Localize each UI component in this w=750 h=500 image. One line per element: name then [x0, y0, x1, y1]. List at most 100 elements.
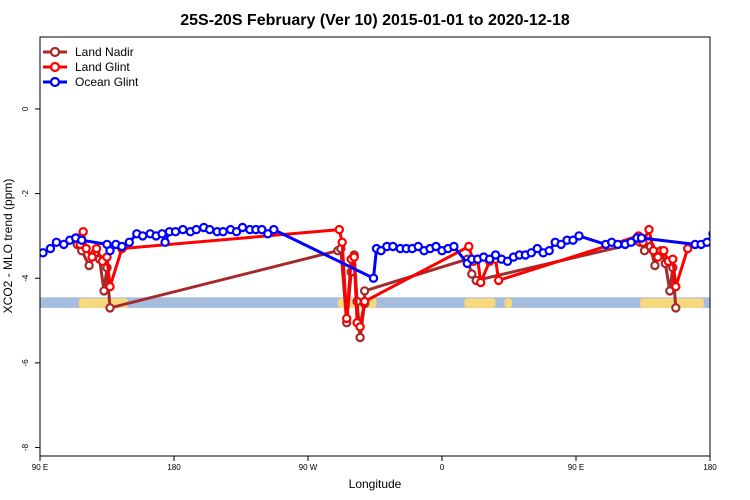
data-point-ocean-glint: [191, 224, 201, 235]
data-point-land-nadir: [650, 260, 660, 271]
data-point-ocean-glint: [157, 229, 167, 239]
data-point-land-nadir: [639, 245, 650, 256]
x-axis: 90 E 180 90 W 0 90 E 180: [32, 456, 717, 472]
data-point-land-nadir: [467, 269, 477, 279]
data-point-ocean-glint: [124, 237, 135, 247]
data-point-ocean-glint: [636, 233, 647, 243]
legend-label: Land Nadir: [75, 45, 134, 59]
data-point-land-glint: [659, 245, 669, 256]
land-band-segment: [640, 298, 705, 308]
data-point-ocean-glint: [502, 256, 513, 266]
data-point-ocean-glint: [45, 243, 56, 254]
y-tick-label: 0: [21, 106, 30, 111]
data-point-ocean-glint: [105, 245, 115, 256]
data-point-ocean-glint: [388, 241, 398, 252]
data-point-ocean-glint: [218, 226, 228, 237]
data-point-ocean-glint: [137, 231, 148, 241]
data-point-ocean-glint: [160, 237, 170, 247]
legend-item-ocean-glint: Ocean Glint: [43, 75, 139, 89]
y-tick-label: -8: [21, 443, 30, 451]
data-point-ocean-glint: [76, 235, 87, 245]
legend-label: Land Glint: [75, 60, 130, 74]
x-tick-label: 90 E: [568, 463, 584, 472]
land-band-segment: [504, 298, 512, 308]
legend-marker: [49, 61, 61, 73]
series-layer: [40, 222, 710, 343]
data-point-ocean-glint: [413, 241, 423, 252]
legend-label: Ocean Glint: [75, 75, 139, 89]
data-point-land-glint: [105, 282, 115, 292]
data-point-land-glint: [493, 275, 504, 286]
data-point-land-glint: [342, 313, 352, 324]
series-land-glint: [72, 224, 693, 332]
data-point-land-nadir: [665, 286, 675, 296]
plot-area: [40, 222, 710, 343]
y-tick-label: -6: [21, 359, 30, 367]
data-point-ocean-glint: [574, 231, 584, 241]
x-axis-label: Longitude: [349, 477, 402, 491]
legend-item-land-glint: Land Glint: [43, 60, 130, 74]
data-point-ocean-glint: [449, 241, 459, 252]
data-point-land-glint: [683, 243, 693, 254]
data-point-ocean-glint: [490, 250, 501, 260]
data-point-ocean-glint: [626, 237, 636, 247]
data-point-ocean-glint: [484, 254, 495, 264]
data-point-land-glint: [668, 254, 678, 264]
legend-marker: [49, 76, 61, 88]
data-point-ocean-glint: [613, 239, 623, 250]
data-point-ocean-glint: [376, 245, 386, 256]
data-point-ocean-glint: [568, 235, 578, 245]
data-point-land-glint: [337, 237, 347, 247]
data-point-ocean-glint: [59, 239, 69, 250]
data-point-ocean-glint: [702, 237, 710, 247]
data-point-land-nadir: [105, 303, 115, 313]
data-point-land-glint: [653, 252, 663, 262]
data-point-land-glint: [349, 252, 359, 262]
data-point-ocean-glint: [117, 241, 127, 252]
data-point-ocean-glint: [231, 226, 242, 237]
data-point-land-glint: [644, 224, 654, 235]
data-point-ocean-glint: [263, 229, 273, 239]
plot-frame: [39, 36, 711, 457]
data-point-ocean-glint: [544, 245, 554, 256]
data-point-land-glint: [87, 252, 97, 262]
data-point-land-glint: [355, 322, 365, 332]
chart-title: 25S-20S February (Ver 10) 2015-01-01 to …: [180, 12, 570, 29]
data-point-land-nadir: [671, 303, 681, 313]
data-point-land-glint: [81, 243, 91, 254]
series-ocean-glint: [40, 222, 710, 283]
x-tick-label: 0: [440, 463, 445, 472]
data-point-land-nadir: [99, 286, 109, 296]
data-point-land-glint: [334, 224, 344, 235]
x-tick-label: 90 W: [299, 463, 318, 472]
x-tick-label: 90 E: [32, 463, 48, 472]
legend-marker: [49, 46, 61, 58]
data-point-ocean-glint: [51, 237, 62, 247]
legend-item-land-nadir: Land Nadir: [43, 45, 134, 59]
y-axis: 0 -2 -4 -6 -8: [21, 106, 40, 451]
data-point-ocean-glint: [431, 241, 441, 252]
land-band-segment: [464, 298, 496, 308]
data-point-land-glint: [648, 245, 659, 256]
data-point-land-nadir: [359, 286, 370, 296]
x-tick-label: 180: [703, 463, 717, 472]
y-tick-label: -4: [21, 274, 30, 282]
data-point-land-glint: [78, 226, 88, 237]
data-point-land-glint: [359, 296, 370, 307]
data-point-ocean-glint: [269, 224, 279, 235]
data-point-land-glint: [91, 243, 102, 254]
data-point-ocean-glint: [257, 224, 267, 235]
data-point-land-nadir: [355, 332, 365, 343]
data-point-land-glint: [476, 277, 486, 288]
data-point-ocean-glint: [556, 239, 566, 250]
data-point-ocean-glint: [204, 224, 215, 235]
x-tick-label: 180: [167, 463, 181, 472]
data-point-land-glint: [464, 241, 474, 252]
data-point-land-nadir: [84, 260, 94, 271]
data-point-ocean-glint: [368, 273, 379, 283]
data-point-ocean-glint: [178, 224, 188, 235]
y-tick-label: -2: [21, 189, 30, 197]
data-point-ocean-glint: [526, 248, 537, 258]
